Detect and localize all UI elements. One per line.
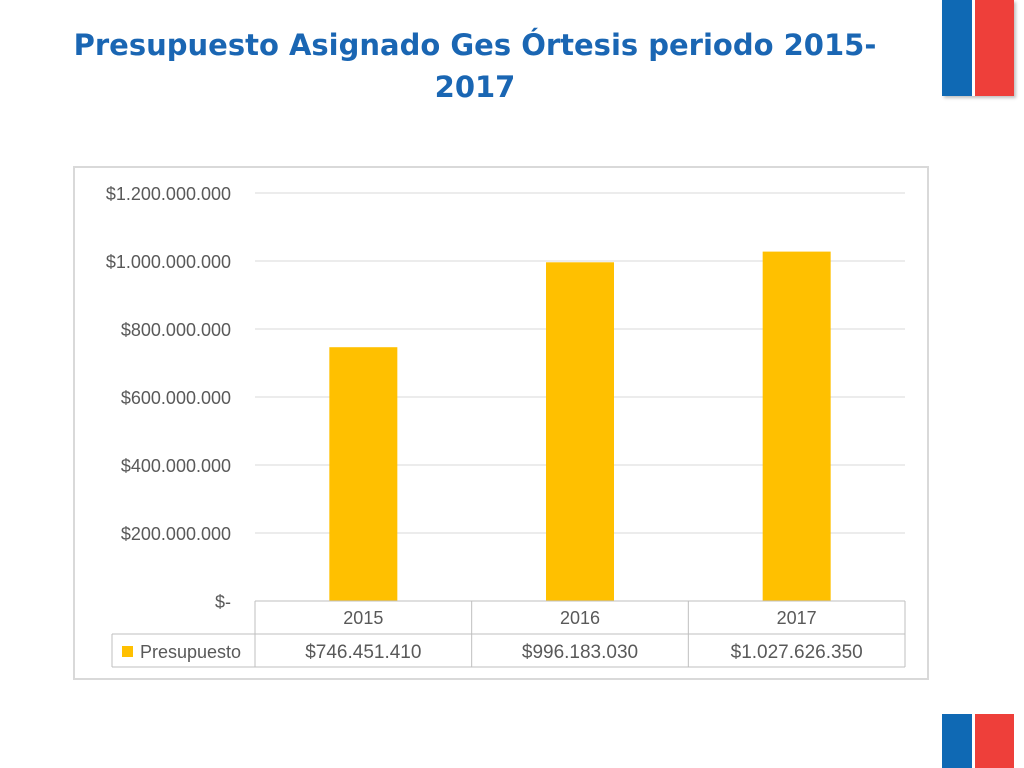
y-tick-label: $600.000.000 — [121, 388, 231, 408]
y-tick-label: $1.000.000.000 — [106, 252, 231, 272]
slide-title: Presupuesto Asignado Ges Órtesis periodo… — [73, 28, 877, 104]
y-tick-label: $1.200.000.000 — [106, 184, 231, 204]
bar-chart: $- $200.000.000 $400.000.000 $600.000.000 $8… — [106, 184, 906, 668]
y-tick-label: $- — [215, 592, 231, 612]
data-table-value: $746.451.410 — [305, 642, 421, 663]
bar-2017 — [762, 251, 831, 601]
legend-label: Presupuesto — [140, 642, 241, 662]
bar-2016 — [546, 262, 614, 601]
flag-logo-top — [942, 0, 1014, 96]
flag-logo-bottom — [942, 714, 1014, 768]
x-tick-label: 2017 — [777, 608, 817, 628]
y-tick-label: $200.000.000 — [121, 524, 231, 544]
data-table-value: $1.027.626.350 — [731, 642, 863, 663]
x-tick-label: 2016 — [560, 608, 600, 628]
x-tick-label: 2015 — [343, 608, 383, 628]
chart-frame: $- $200.000.000 $400.000.000 $600.000.000 $8… — [73, 166, 929, 680]
legend-key — [122, 646, 133, 657]
bar-2015 — [329, 347, 398, 601]
data-table-value: $996.183.030 — [522, 642, 638, 663]
y-tick-label: $400.000.000 — [121, 456, 231, 476]
y-tick-label: $800.000.000 — [121, 320, 231, 340]
